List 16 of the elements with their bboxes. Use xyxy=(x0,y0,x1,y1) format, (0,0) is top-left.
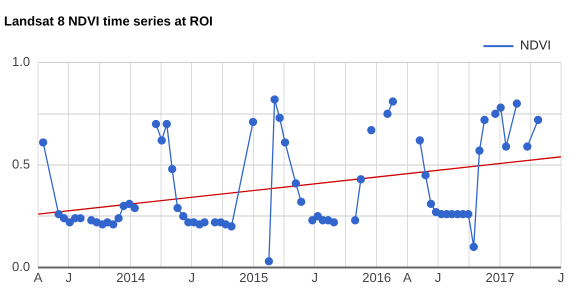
x-tick-label: J xyxy=(434,270,442,285)
x-tick-label: J xyxy=(311,270,318,285)
x-tick-label: 2017 xyxy=(486,270,514,285)
x-tick-label: J xyxy=(65,270,72,285)
legend-label: NDVI xyxy=(520,38,552,53)
x-tick-label: A xyxy=(403,270,412,285)
x-tick-label: J xyxy=(188,270,195,285)
x-tick-label: 2014 xyxy=(116,270,146,285)
x-tick-label: J xyxy=(558,270,564,285)
x-tick-label: A xyxy=(34,270,43,285)
x-tick-label: 2016 xyxy=(362,270,392,285)
y-tick-label: 1.0 xyxy=(12,54,30,70)
chart-title: Landsat 8 NDVI time series at ROI xyxy=(4,13,213,28)
x-tick-label: 2015 xyxy=(239,270,268,285)
y-tick-label: 0.0 xyxy=(12,258,30,274)
y-tick-label: 0.5 xyxy=(12,156,30,172)
